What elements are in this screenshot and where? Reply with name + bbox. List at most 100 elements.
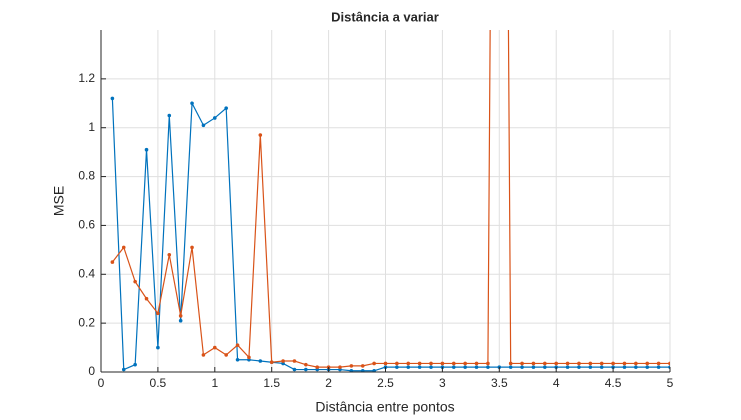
data-point bbox=[167, 113, 172, 118]
x-tick-label: 5 bbox=[667, 376, 674, 390]
y-tick-label: 0 bbox=[88, 364, 95, 378]
x-tick-label: 4.5 bbox=[605, 376, 622, 390]
data-point bbox=[577, 365, 581, 369]
data-point bbox=[292, 367, 297, 372]
data-point bbox=[110, 260, 115, 264]
data-point bbox=[144, 296, 149, 301]
data-point bbox=[258, 359, 263, 363]
data-point bbox=[167, 252, 172, 257]
data-point bbox=[133, 362, 137, 367]
data-point bbox=[463, 361, 467, 366]
y-tick-label: 0.2 bbox=[78, 315, 95, 329]
data-point bbox=[247, 355, 251, 360]
data-point bbox=[611, 361, 615, 366]
data-point bbox=[531, 365, 536, 369]
data-point bbox=[634, 361, 638, 366]
data-point bbox=[190, 245, 194, 250]
data-point bbox=[531, 361, 536, 366]
data-point bbox=[292, 359, 297, 363]
data-point bbox=[213, 116, 217, 120]
data-point bbox=[599, 365, 604, 369]
data-point bbox=[395, 365, 399, 369]
data-point bbox=[281, 359, 285, 363]
data-point bbox=[121, 245, 126, 250]
data-point bbox=[156, 345, 160, 350]
y-tick-label: 0.4 bbox=[78, 266, 95, 280]
data-point bbox=[474, 365, 479, 369]
data-point bbox=[360, 364, 365, 368]
data-point bbox=[668, 361, 670, 366]
chart-title: Distância a variar bbox=[331, 9, 439, 24]
x-tick-label: 3 bbox=[439, 376, 446, 390]
data-point bbox=[406, 361, 411, 366]
data-point bbox=[178, 314, 183, 318]
data-point bbox=[349, 368, 354, 372]
series-line bbox=[111, 30, 670, 368]
data-point bbox=[258, 133, 263, 137]
x-tick-label: 4 bbox=[553, 376, 560, 390]
data-point bbox=[235, 357, 240, 362]
data-point bbox=[508, 361, 513, 366]
data-point bbox=[656, 361, 661, 366]
data-point bbox=[338, 365, 342, 369]
data-point bbox=[520, 365, 524, 369]
data-point bbox=[395, 361, 399, 366]
data-point bbox=[645, 365, 650, 369]
data-point bbox=[269, 360, 274, 365]
data-point bbox=[201, 123, 206, 128]
data-point bbox=[474, 361, 479, 366]
data-point bbox=[235, 343, 240, 347]
x-axis-label: Distância entre pontos bbox=[315, 399, 454, 415]
data-point bbox=[372, 361, 376, 366]
data-point bbox=[486, 365, 490, 369]
data-point bbox=[565, 365, 570, 369]
data-point bbox=[349, 364, 354, 368]
data-point bbox=[417, 365, 422, 369]
data-point bbox=[315, 365, 320, 369]
data-point bbox=[417, 361, 422, 366]
y-tick-label: 0.8 bbox=[78, 169, 95, 183]
data-point bbox=[645, 361, 650, 366]
data-point bbox=[588, 365, 593, 369]
data-point bbox=[599, 361, 604, 366]
data-point bbox=[304, 362, 308, 367]
data-point bbox=[304, 367, 308, 372]
data-point bbox=[406, 365, 411, 369]
data-point bbox=[429, 361, 433, 366]
data-point bbox=[463, 365, 467, 369]
y-tick-label: 1 bbox=[88, 120, 95, 134]
data-point bbox=[554, 361, 558, 366]
series-group bbox=[110, 30, 670, 372]
data-point bbox=[213, 345, 217, 350]
data-point bbox=[224, 106, 228, 110]
data-point bbox=[360, 368, 365, 372]
data-point bbox=[440, 361, 445, 366]
data-point bbox=[178, 318, 183, 323]
data-point bbox=[520, 361, 524, 366]
x-tick-label: 2.5 bbox=[377, 376, 394, 390]
data-point bbox=[634, 365, 638, 369]
series-line bbox=[111, 98, 670, 372]
data-point bbox=[224, 353, 228, 357]
data-point bbox=[486, 361, 490, 366]
data-point bbox=[622, 365, 627, 369]
x-tick-label: 2 bbox=[325, 376, 332, 390]
data-point bbox=[156, 311, 160, 316]
data-point bbox=[451, 365, 456, 369]
data-point bbox=[190, 101, 194, 106]
data-point bbox=[121, 367, 126, 372]
x-tick-label: 3.5 bbox=[491, 376, 508, 390]
data-point bbox=[372, 368, 376, 372]
data-point bbox=[622, 361, 627, 366]
data-point bbox=[144, 147, 149, 152]
data-point bbox=[451, 361, 456, 366]
data-point bbox=[429, 365, 433, 369]
y-axis-label: MSE bbox=[51, 186, 67, 216]
data-point bbox=[543, 361, 547, 366]
data-point bbox=[201, 353, 206, 357]
data-point bbox=[588, 361, 593, 366]
data-point bbox=[543, 365, 547, 369]
data-point bbox=[133, 279, 137, 284]
data-point bbox=[577, 361, 581, 366]
